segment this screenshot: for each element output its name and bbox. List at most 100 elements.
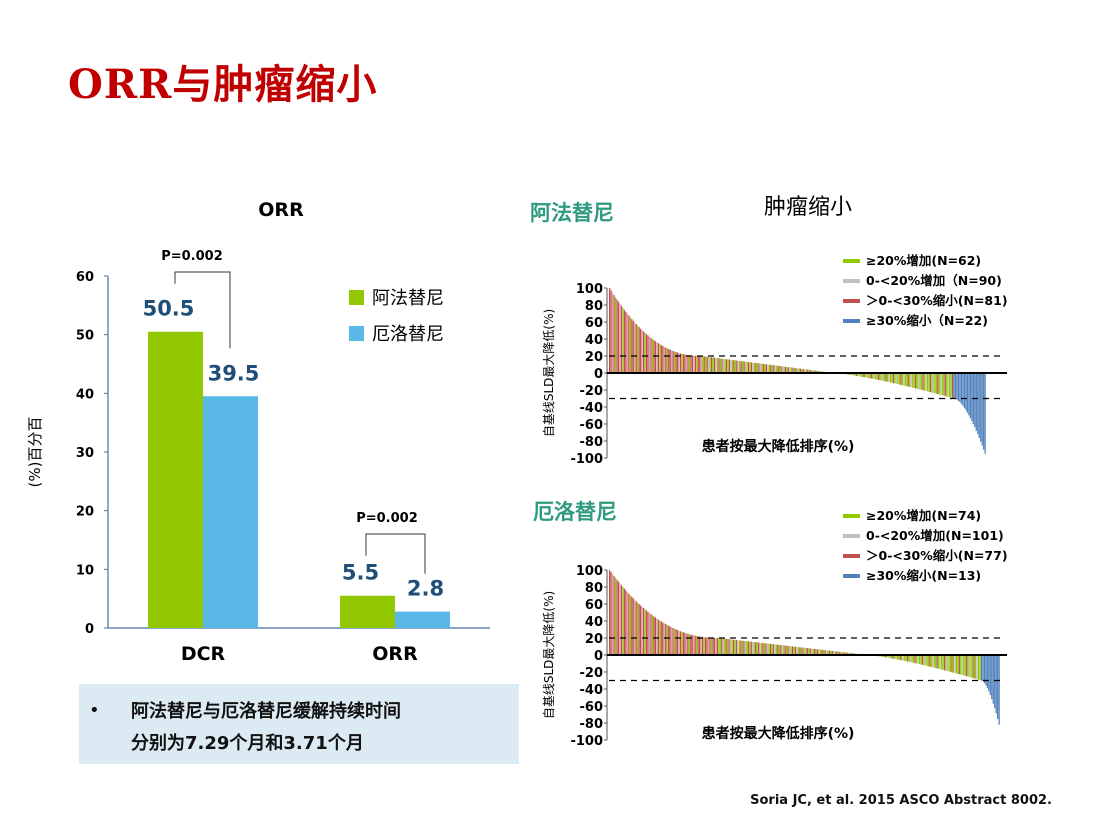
- waterfall-bar: [638, 327, 640, 373]
- waterfall-bar: [974, 373, 976, 428]
- waterfall-bar: [734, 639, 736, 655]
- waterfall-bar: [967, 655, 969, 677]
- waterfall-bar: [697, 636, 699, 655]
- waterfall-bar: [911, 655, 913, 663]
- legend-swatch: [349, 290, 364, 305]
- waterfall-bar: [938, 655, 940, 669]
- waterfall-bar: [955, 655, 957, 674]
- waterfall-bar: [808, 369, 810, 373]
- waterfall-bar: [957, 655, 959, 674]
- waterfall-bar: [740, 640, 742, 655]
- waterfall-bar: [780, 366, 782, 373]
- waterfall-bar: [679, 353, 682, 373]
- waterfall-bar: [613, 295, 615, 373]
- waterfall-bar: [735, 640, 738, 655]
- waterfall-bar: [672, 350, 674, 373]
- waterfall-bar: [893, 655, 896, 659]
- waterfall-bar: [770, 364, 772, 373]
- waterfall-bar: [650, 614, 652, 655]
- waterfall-bar: [678, 353, 680, 373]
- waterfall-bar: [626, 591, 628, 655]
- waterfall-bar: [628, 315, 630, 373]
- waterfall-bar: [789, 646, 791, 655]
- waterfall-bar: [737, 640, 739, 655]
- waterfall-bar: [728, 639, 730, 655]
- waterfall-bar: [697, 355, 699, 373]
- waterfall-bar: [917, 373, 920, 390]
- waterfall-bar: [949, 655, 952, 672]
- waterfall-bar: [715, 357, 717, 373]
- waterfall-bar: [882, 373, 884, 381]
- waterfall-bar: [971, 655, 974, 678]
- waterfall-bar: [852, 373, 855, 376]
- waterfall-bar: [693, 355, 695, 373]
- waterfall-bar: [813, 370, 815, 373]
- waterfall-bar: [931, 373, 933, 393]
- waterfall-bar: [812, 648, 814, 655]
- waterfall-bar: [860, 373, 862, 377]
- p-value-bracket: [365, 533, 426, 574]
- waterfall-bar: [974, 655, 977, 679]
- waterfall-bar: [747, 362, 750, 373]
- waterfall-bar: [647, 335, 649, 373]
- waterfall-bar: [758, 642, 760, 655]
- waterfall-bar: [925, 373, 927, 392]
- waterfall-bar: [912, 373, 914, 388]
- waterfall-bar: [634, 322, 636, 373]
- waterfall-bar: [926, 373, 929, 392]
- waterfall-bar: [711, 357, 713, 373]
- y-tick-label: 40: [76, 387, 94, 402]
- waterfall-bar: [662, 622, 664, 655]
- waterfall-bar: [968, 373, 970, 416]
- waterfall-bar: [732, 639, 735, 655]
- waterfall-bar: [623, 309, 626, 373]
- waterfall-bar: [703, 637, 705, 655]
- waterfall-bar: [626, 313, 628, 373]
- waterfall-bar: [656, 618, 658, 655]
- waterfall-bar: [890, 655, 893, 659]
- waterfall-bar: [845, 652, 847, 655]
- x-axis-label: 患者按最大降低排序(%): [702, 438, 855, 455]
- waterfall-bar: [753, 642, 755, 655]
- waterfall-bar: [994, 655, 996, 709]
- y-tick-label: 80: [585, 581, 603, 596]
- waterfall-bar: [818, 649, 820, 655]
- waterfall-bar: [944, 373, 946, 397]
- waterfall-bar: [721, 638, 723, 655]
- waterfall-bar: [738, 640, 741, 655]
- waterfall-bar: [802, 647, 804, 655]
- y-tick-label: -80: [580, 717, 604, 732]
- y-tick-label: -20: [580, 666, 604, 681]
- waterfall-bar: [946, 373, 948, 397]
- waterfall-bar: [684, 632, 686, 655]
- waterfall-bar: [665, 624, 667, 655]
- waterfall-bar: [945, 655, 947, 671]
- waterfall-bar: [665, 347, 667, 373]
- waterfall-bar: [940, 655, 943, 670]
- waterfall-bar: [932, 373, 935, 393]
- waterfall-bar: [625, 311, 627, 373]
- waterfall-bar: [857, 373, 859, 377]
- waterfall-bar: [824, 650, 826, 655]
- waterfall-bar: [919, 373, 921, 390]
- waterfall-bar: [707, 637, 710, 655]
- waterfall-bar: [653, 616, 655, 655]
- waterfall-bar: [969, 655, 971, 678]
- waterfall-bar: [691, 634, 693, 655]
- waterfall-bar: [669, 349, 671, 373]
- waterfall-bar: [637, 325, 639, 373]
- waterfall-bar: [614, 297, 617, 373]
- waterfall-bar: [887, 655, 890, 658]
- bar-value-label: 50.5: [143, 297, 195, 321]
- waterfall-bar: [635, 324, 637, 373]
- waterfall-bar: [645, 610, 648, 655]
- waterfall-bar: [799, 647, 801, 655]
- waterfall-bar: [979, 655, 981, 681]
- waterfall-bar: [702, 356, 704, 373]
- waterfall-bar: [995, 655, 997, 714]
- waterfall-bar: [643, 331, 645, 373]
- waterfall-bar: [755, 362, 757, 373]
- waterfall-bar: [975, 373, 977, 431]
- waterfall-bar: [947, 373, 949, 397]
- waterfall-bar: [719, 638, 721, 655]
